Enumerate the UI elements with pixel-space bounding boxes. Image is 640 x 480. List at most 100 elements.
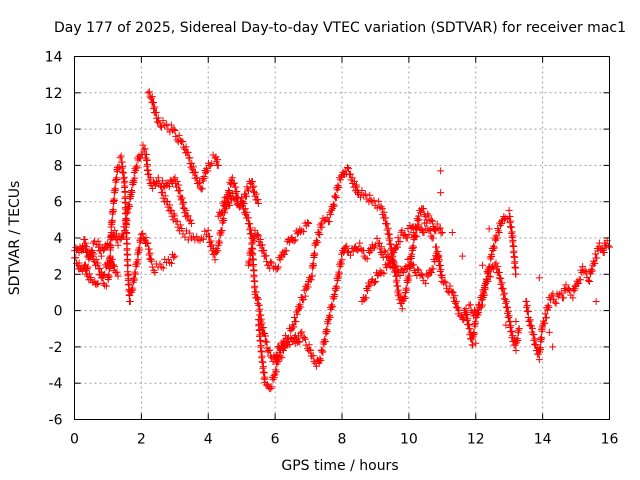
data-point <box>180 199 188 207</box>
data-point <box>231 196 239 204</box>
data-point <box>375 197 383 205</box>
data-point <box>144 239 152 247</box>
data-point <box>187 216 195 224</box>
data-point <box>143 160 151 168</box>
series-trace-9 <box>291 219 440 370</box>
data-point <box>191 168 199 176</box>
data-point <box>173 177 181 185</box>
data-point <box>323 327 331 335</box>
data-point <box>211 256 219 264</box>
data-point <box>168 259 176 267</box>
data-point <box>586 278 594 286</box>
data-point <box>499 285 507 293</box>
data-point <box>579 263 587 271</box>
data-point <box>584 276 592 284</box>
data-point <box>501 289 509 297</box>
data-point <box>484 268 492 276</box>
data-point <box>576 276 584 284</box>
data-point <box>505 312 513 320</box>
data-point <box>448 229 456 237</box>
data-point <box>307 276 315 284</box>
data-point <box>538 335 546 343</box>
data-point <box>598 245 606 253</box>
data-point <box>82 239 90 247</box>
data-point <box>244 185 252 193</box>
data-point <box>541 319 549 327</box>
data-point <box>145 251 153 259</box>
data-point <box>118 164 126 172</box>
data-point <box>109 207 117 215</box>
data-point <box>171 127 179 135</box>
data-point <box>131 174 139 182</box>
data-point <box>536 345 544 353</box>
data-point <box>581 267 589 275</box>
data-point <box>498 279 506 287</box>
data-point <box>514 329 522 337</box>
data-point <box>226 201 234 209</box>
data-point <box>172 132 180 140</box>
data-point <box>346 251 354 259</box>
data-point <box>504 303 512 311</box>
x-tick-label: 6 <box>271 432 280 448</box>
data-point <box>113 176 121 184</box>
data-point <box>308 272 316 280</box>
data-point <box>273 265 281 273</box>
data-point <box>383 220 391 228</box>
data-point <box>206 232 214 240</box>
data-point <box>114 241 122 249</box>
data-point <box>252 190 260 198</box>
data-point <box>179 137 187 145</box>
data-point <box>142 150 150 158</box>
data-point <box>267 258 275 266</box>
data-point <box>252 288 260 296</box>
data-point <box>120 173 128 181</box>
data-point <box>247 224 255 232</box>
data-point <box>511 258 519 266</box>
data-point <box>424 272 432 280</box>
data-point <box>154 118 162 126</box>
data-point <box>507 217 515 225</box>
data-point <box>437 167 445 175</box>
chart-title: Day 177 of 2025, Sidereal Day-to-day VTE… <box>54 20 626 36</box>
data-point <box>173 217 181 225</box>
data-point <box>182 143 190 151</box>
data-point <box>87 274 95 282</box>
data-point <box>528 324 536 332</box>
data-point <box>508 228 516 236</box>
data-point <box>471 320 479 328</box>
data-point <box>575 279 583 287</box>
data-point <box>261 375 269 383</box>
data-point <box>114 272 122 280</box>
series-trace-14 <box>522 237 613 364</box>
data-point <box>429 223 437 231</box>
data-point <box>110 197 118 205</box>
data-point <box>193 233 201 241</box>
data-point <box>502 321 510 329</box>
data-point <box>417 209 425 217</box>
data-point <box>101 270 109 278</box>
data-point <box>604 242 612 250</box>
data-point <box>437 266 445 274</box>
data-point <box>410 261 418 269</box>
data-point <box>176 221 184 229</box>
data-point <box>441 278 449 286</box>
data-point <box>410 244 418 252</box>
data-point <box>133 260 141 268</box>
data-point <box>330 202 338 210</box>
data-point <box>415 266 423 274</box>
data-point <box>196 179 204 187</box>
data-point <box>458 252 466 260</box>
data-point <box>246 220 254 228</box>
data-point <box>249 184 257 192</box>
data-point <box>462 305 470 313</box>
data-point <box>140 146 148 154</box>
data-point <box>116 154 124 162</box>
data-point <box>245 214 253 222</box>
data-point <box>164 255 172 263</box>
data-point <box>298 328 306 336</box>
data-point <box>411 233 419 241</box>
series-trace-13 <box>465 259 523 355</box>
data-point <box>159 188 167 196</box>
data-point <box>300 296 308 304</box>
data-point <box>413 224 421 232</box>
